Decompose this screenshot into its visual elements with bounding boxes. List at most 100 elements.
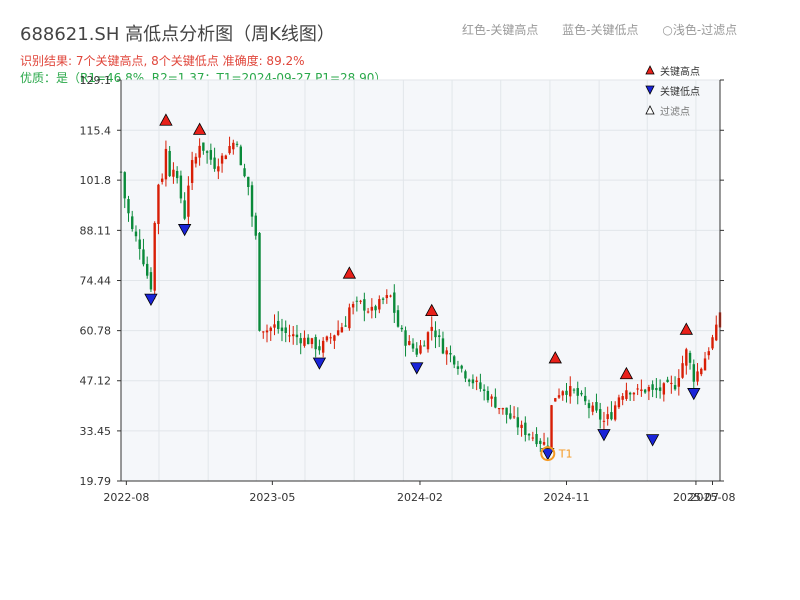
y-tick-label: 60.78 — [80, 325, 112, 338]
candle-body — [662, 383, 666, 395]
x-tick-label: 2025-07 — [673, 491, 719, 504]
candle-body — [569, 386, 572, 397]
candle-body — [572, 389, 576, 391]
y-tick-label: 47.12 — [80, 375, 112, 388]
candle-body — [183, 200, 186, 219]
candle-body — [550, 405, 553, 452]
y-tick-label: 19.79 — [80, 475, 112, 488]
candle-body — [591, 405, 594, 412]
candle-body — [700, 368, 703, 375]
candle-body — [471, 379, 475, 384]
candle-body — [213, 157, 216, 169]
candle-body — [325, 336, 329, 341]
candle-body — [527, 433, 531, 436]
y-tick-label: 101.8 — [80, 174, 112, 187]
candle-body — [273, 324, 276, 328]
candle-body — [303, 337, 306, 346]
recognition-result-text: 识别结果: 7个关键高点, 8个关键低点 准确度: 89.2% — [20, 54, 305, 68]
legend-filtered-label: 过滤点 — [660, 105, 690, 118]
key-high-marker — [425, 303, 439, 317]
candle-body — [554, 398, 557, 402]
y-axis-ticks: 129.1 115.4 101.8 88.11 74.44 60.78 47.12 33.45… — [80, 74, 724, 488]
candle-body — [524, 422, 527, 435]
x-tick-label: 2024-02 — [397, 491, 443, 504]
candle-body — [393, 292, 396, 313]
candle-body — [520, 424, 523, 429]
key-high-marker — [342, 266, 357, 279]
candle-body — [280, 327, 284, 332]
candle-body — [355, 300, 359, 302]
key-low-marker — [645, 434, 660, 447]
candle-body — [438, 335, 441, 337]
candle-body — [494, 396, 497, 408]
candle-body — [557, 395, 561, 398]
candle-body — [134, 231, 138, 237]
candle-body — [602, 420, 606, 422]
candle-body — [688, 352, 692, 363]
candle-body — [295, 334, 299, 338]
t1-marker — [540, 446, 556, 462]
candle-body — [464, 371, 467, 379]
candle-body — [239, 146, 242, 166]
candle-body — [512, 416, 516, 418]
candle-body — [142, 249, 145, 265]
candle-body — [299, 338, 302, 344]
candle-body — [277, 320, 280, 330]
candle-body — [434, 330, 437, 338]
key-high-marker — [159, 113, 173, 126]
candle-body — [531, 437, 535, 439]
key-high-marker — [192, 122, 207, 135]
candle-body — [539, 440, 542, 444]
candle-body — [306, 337, 310, 345]
candle-body — [366, 311, 370, 313]
candle-body — [336, 330, 340, 335]
candle-body — [692, 364, 695, 382]
candle-body — [310, 338, 314, 345]
candle-body — [595, 402, 598, 411]
candle-body — [610, 412, 613, 420]
key-high-marker — [619, 366, 634, 380]
candle-body — [509, 413, 512, 419]
candle-body — [348, 307, 351, 329]
x-tick-label: 2023-05 — [249, 491, 295, 504]
candle-body — [655, 387, 658, 391]
key-low-marker — [312, 357, 327, 370]
candle-body — [160, 178, 164, 182]
candle-body — [269, 327, 272, 332]
candle-body — [265, 330, 269, 333]
candle-body — [430, 326, 433, 331]
candle-body — [175, 171, 179, 179]
candle-body — [146, 263, 149, 276]
candle-body — [149, 272, 153, 290]
candle-body — [217, 166, 220, 172]
candle-body — [411, 343, 415, 349]
key-low-marker — [687, 388, 701, 401]
candle-body — [617, 397, 621, 408]
key-low-marker — [597, 429, 611, 442]
x-axis-ticks: 2022-08 2023-05 2024-02 2024-11 2025-072025-… — [103, 481, 735, 504]
candle-body — [542, 442, 546, 445]
candle-body — [284, 327, 287, 333]
candle-body — [363, 299, 366, 311]
candle-body — [318, 346, 321, 351]
candle-body — [179, 175, 183, 199]
y-tick-label: 74.44 — [80, 275, 112, 288]
candle-body — [198, 145, 201, 158]
candle-body — [262, 331, 265, 333]
candle-body — [460, 365, 463, 369]
candle-body — [359, 300, 362, 302]
candle-body — [250, 185, 254, 217]
candle-body — [505, 407, 508, 415]
candle-body — [351, 304, 355, 308]
candle-body — [643, 389, 647, 393]
y-tick-label: 88.11 — [80, 224, 112, 237]
candle-body — [426, 332, 430, 350]
candle-body — [378, 299, 381, 310]
candle-body — [370, 306, 374, 311]
x-tick-label: 2022-08 — [103, 491, 149, 504]
candle-body — [202, 142, 205, 151]
candle-body — [123, 172, 126, 199]
top-legend-key-high: 红色-关键高点 — [462, 23, 539, 37]
candle-body — [344, 325, 347, 327]
candle-body — [636, 388, 639, 390]
